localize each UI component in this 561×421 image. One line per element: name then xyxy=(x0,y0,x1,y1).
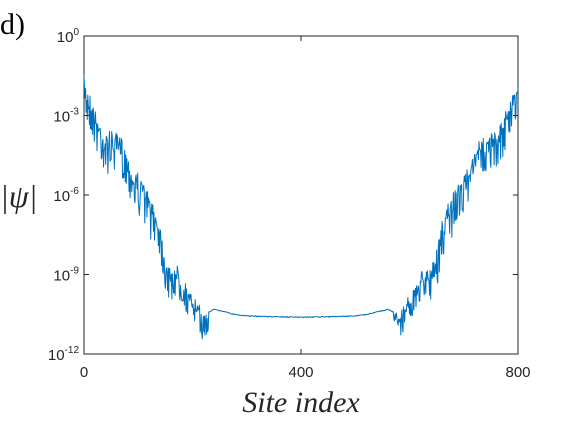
x-tick-label: 800 xyxy=(505,364,530,381)
y-tick-label: 10-6 xyxy=(53,186,79,205)
y-tick-label: 10-9 xyxy=(53,266,79,285)
x-tick-label: 400 xyxy=(288,364,313,381)
y-axis-label: |ψ| xyxy=(0,178,37,214)
y-tick-label: 10-12 xyxy=(48,345,80,364)
y-ticks: 10-12 10-9 10-6 10-3 100 xyxy=(48,27,518,364)
y-tick-label: 100 xyxy=(57,27,80,46)
series-line xyxy=(83,75,519,340)
plot-area xyxy=(83,35,519,355)
series-layer xyxy=(83,75,519,340)
panel-label: d) xyxy=(0,8,25,41)
x-ticks: 0 400 800 xyxy=(80,36,531,381)
y-tick-label: 10-3 xyxy=(53,107,79,126)
x-axis-label: Site index xyxy=(242,386,360,419)
x-tick-label: 0 xyxy=(80,364,88,381)
